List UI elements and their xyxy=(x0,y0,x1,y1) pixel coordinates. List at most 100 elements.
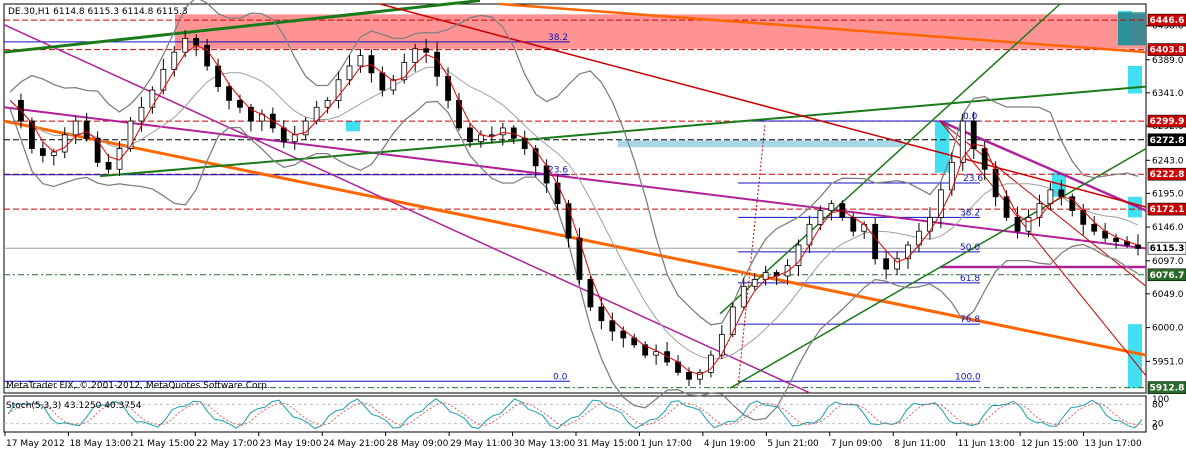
stoch-axis-20: 20 xyxy=(1152,420,1164,430)
candle xyxy=(905,241,911,269)
magenta-trendline-steep xyxy=(3,23,811,394)
candle-body xyxy=(642,344,649,356)
candle-body xyxy=(357,55,364,67)
candle xyxy=(707,350,714,378)
candle xyxy=(467,122,473,148)
candle-body xyxy=(872,223,879,260)
price-tag-label: 6299.9 xyxy=(1150,117,1185,127)
time-axis-label: 5 Jun 21:00 xyxy=(767,439,819,449)
candle xyxy=(39,142,46,163)
time-axis-label: 8 Jun 11:00 xyxy=(894,439,946,449)
red-trendline xyxy=(379,3,1147,208)
candle xyxy=(609,312,616,341)
time-axis-label: 23 May 19:00 xyxy=(260,439,322,449)
candle-body xyxy=(423,48,430,53)
candle-body xyxy=(280,127,287,143)
candle xyxy=(697,369,703,385)
candle xyxy=(828,200,835,221)
time-axis-label: 17 May 2012 xyxy=(6,439,65,449)
price-tag-label: 6446.6 xyxy=(1150,16,1185,26)
candle xyxy=(1014,206,1021,239)
price-tag-bg xyxy=(1147,43,1186,56)
candle-body xyxy=(609,320,616,332)
price-tag-label: 6115.3 xyxy=(1150,244,1185,254)
candle-body xyxy=(72,120,79,136)
candle-body xyxy=(237,99,243,108)
candle-body xyxy=(171,51,178,70)
candle xyxy=(686,367,692,387)
candle-body xyxy=(828,203,835,211)
candle-body xyxy=(105,161,112,170)
candle-body xyxy=(894,258,900,270)
candle xyxy=(554,175,561,211)
candle-body xyxy=(149,89,156,108)
candle-body xyxy=(740,285,747,308)
candle xyxy=(642,341,649,359)
candle-body xyxy=(488,134,495,137)
stoch-signal-line xyxy=(7,401,1143,427)
price-tag-bg xyxy=(1147,202,1186,216)
candle xyxy=(598,298,605,330)
fib-left-label: 23.6 xyxy=(548,166,568,176)
cyan-zone-6 xyxy=(346,121,360,132)
candle-body xyxy=(182,38,189,53)
candle-body xyxy=(248,106,254,122)
price-tag-label: 6172.1 xyxy=(1150,205,1185,215)
candle-body xyxy=(707,354,714,373)
time-axis-label: 18 May 13:00 xyxy=(69,439,131,449)
candle-body xyxy=(226,86,232,101)
cyan-zone-3 xyxy=(1128,65,1142,94)
candle-body xyxy=(970,120,977,149)
price-tag-label: 5912.8 xyxy=(1150,384,1185,394)
candle xyxy=(981,141,988,181)
cyan-zone-0 xyxy=(935,121,949,173)
candle xyxy=(499,122,506,146)
candle-body xyxy=(138,106,145,122)
candle-body xyxy=(729,306,736,335)
bollinger-middle-band xyxy=(9,66,1139,360)
price-tag-label: 6076.7 xyxy=(1150,271,1185,281)
candle-body xyxy=(817,210,824,225)
candle xyxy=(970,111,977,159)
time-axis-label: 7 Jun 09:00 xyxy=(831,439,883,449)
fib-right-label: 38.2 xyxy=(960,208,980,218)
candle xyxy=(401,53,408,84)
candle xyxy=(488,126,495,144)
dark-cyan-zone xyxy=(1118,12,1146,46)
candle-body xyxy=(1047,189,1054,205)
candle-body xyxy=(368,55,375,74)
candle-body xyxy=(718,334,725,356)
price-tag-bg xyxy=(1147,133,1186,147)
time-axis-label: 31 May 15:00 xyxy=(577,439,639,449)
candle-body xyxy=(532,148,539,167)
bollinger-lower-band xyxy=(9,100,1139,421)
time-axis-label: 21 May 15:00 xyxy=(133,439,195,449)
candle-body xyxy=(83,120,90,139)
chart-header-symbol: DE.30,H1 6114.8 6115.3 6114.8 6115.3 xyxy=(8,7,188,17)
stoch-axis-100: 100 xyxy=(1152,395,1169,405)
candle xyxy=(390,74,397,95)
candle-body xyxy=(324,99,331,108)
candle-body xyxy=(401,62,408,81)
candle-body xyxy=(302,120,309,136)
candle-body xyxy=(346,65,353,81)
candle xyxy=(226,82,232,110)
candle-body xyxy=(620,330,627,339)
candle-body xyxy=(1135,244,1141,249)
candle-body xyxy=(751,278,758,287)
price-tick-label: 6097.0 xyxy=(1152,257,1184,267)
support-zone-lightblue xyxy=(618,140,903,148)
candle-body xyxy=(379,72,386,91)
candle-body xyxy=(992,168,999,198)
candle-body xyxy=(478,134,484,143)
candle-body xyxy=(905,244,911,260)
candle-body xyxy=(390,79,397,91)
candle xyxy=(959,114,966,171)
candle-body xyxy=(1003,196,1010,218)
candle-body xyxy=(861,223,868,232)
red-fan-line-2 xyxy=(939,120,1147,377)
candle xyxy=(61,127,68,159)
candle-body xyxy=(1091,223,1098,232)
